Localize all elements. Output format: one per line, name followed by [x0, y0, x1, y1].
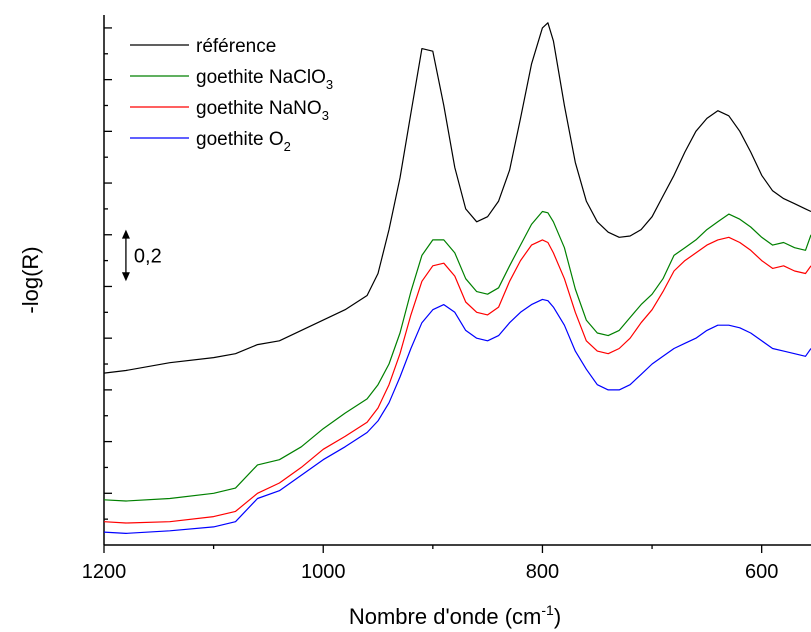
series-line-o2 — [103, 298, 811, 535]
x-tick-label: 1200 — [82, 561, 127, 583]
series-line-nano3 — [103, 236, 811, 524]
scale-label: 0,2 — [134, 245, 162, 267]
plot-area: 1200 1000 800 600 — [82, 15, 811, 583]
scale-arrow-head-top — [121, 229, 130, 239]
series-line-reference — [103, 22, 811, 374]
y-axis-title: -log(R) — [18, 246, 43, 313]
scale-arrow-head-bottom — [121, 272, 130, 282]
x-axis-title-tail: ) — [554, 604, 561, 629]
legend-label: goethite NaNO3 — [196, 98, 329, 123]
legend-label: référence — [196, 36, 276, 57]
legend: référence goethite NaClO3 goethite NaNO3 go… — [130, 36, 333, 154]
x-ticks: 1200 1000 800 600 — [82, 545, 778, 583]
legend-label: goethite O2 — [196, 129, 291, 154]
legend-label: goethite NaClO3 — [196, 67, 333, 92]
series-line-naclo3 — [103, 210, 811, 502]
x-tick-label: 600 — [745, 561, 778, 583]
x-tick-label: 800 — [526, 561, 559, 583]
x-axis-title-superscript: -1 — [541, 602, 554, 618]
x-axis-title: Nombre d'onde (cm-1) — [349, 602, 561, 629]
series-lines — [103, 22, 811, 535]
y-ticks — [104, 27, 112, 520]
x-tick-label: 1000 — [301, 561, 346, 583]
x-axis-title-main: Nombre d'onde (cm — [349, 604, 542, 629]
scale-annotation: 0,2 — [121, 229, 162, 282]
